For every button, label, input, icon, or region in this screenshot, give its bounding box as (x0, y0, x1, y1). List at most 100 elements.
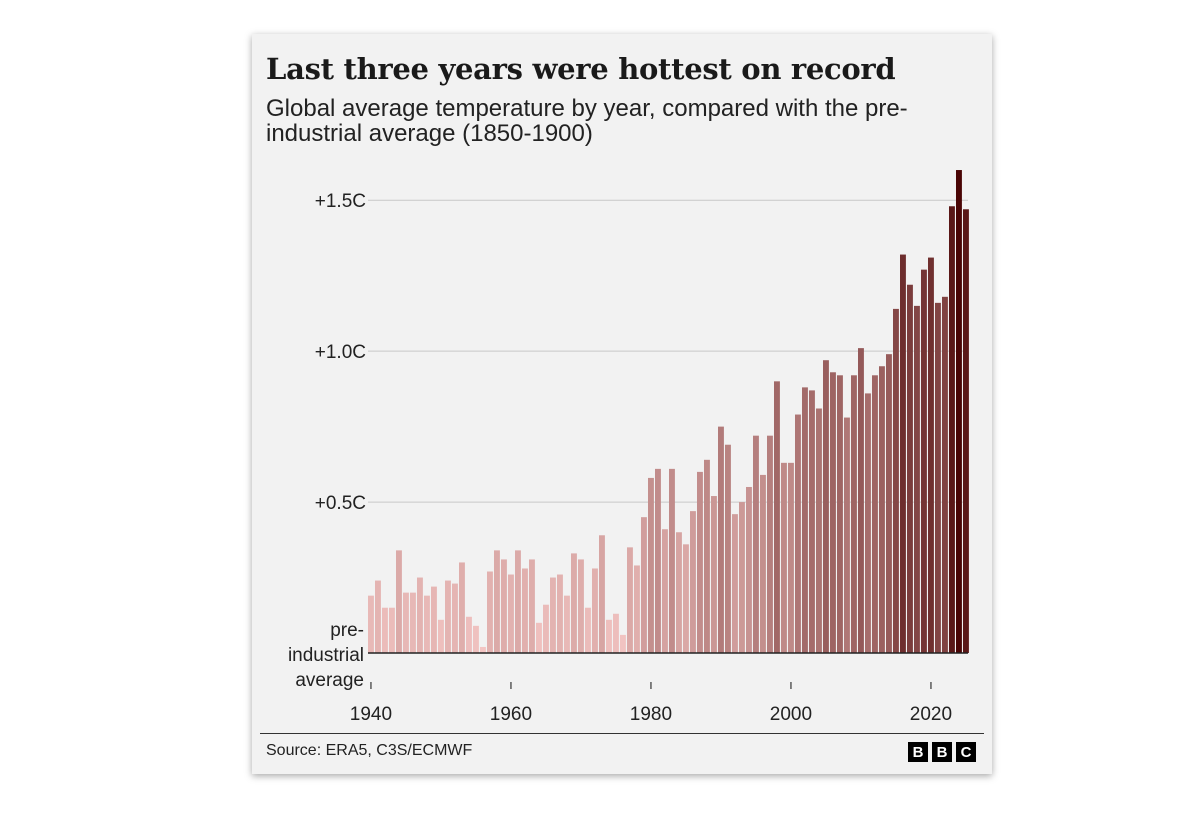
bar (480, 646, 486, 653)
bar (795, 414, 801, 653)
x-tick-label: 2020 (910, 704, 952, 725)
x-tick-label: 1940 (350, 704, 392, 725)
bar (823, 360, 829, 653)
bar (858, 348, 864, 653)
bar (634, 565, 640, 653)
bar (837, 375, 843, 653)
bar (592, 568, 598, 653)
bar (914, 305, 920, 653)
bar (921, 269, 927, 653)
bar (753, 435, 759, 653)
baseline-label: pre-industrial average (288, 620, 364, 691)
bar (599, 535, 605, 653)
bar (445, 580, 451, 653)
bar (585, 607, 591, 653)
bar (536, 622, 542, 653)
chart-title: Last three years were hottest on record (266, 52, 896, 86)
bar (655, 468, 661, 653)
bar (900, 254, 906, 654)
bar (487, 571, 493, 653)
bar (438, 619, 444, 653)
chart-card: Last three years were hottest on record … (252, 34, 992, 774)
bar (767, 435, 773, 653)
source-note: Source: ERA5, C3S/ECMWF (266, 742, 473, 759)
x-tick-label: 1980 (630, 704, 672, 725)
bar (879, 366, 885, 653)
footer-divider (260, 733, 984, 734)
bar (851, 375, 857, 653)
bar (809, 390, 815, 653)
bar (424, 595, 430, 653)
bar (627, 547, 633, 653)
bar (578, 559, 584, 653)
bar-chart: +1.5C +1.0C +0.5C pre-industrial average 1940… (288, 170, 969, 725)
bar (739, 502, 745, 653)
bar (942, 296, 948, 653)
bar (830, 372, 836, 653)
bar (865, 393, 871, 653)
x-tick-label: 2000 (770, 704, 812, 725)
bar (564, 595, 570, 653)
bar (676, 532, 682, 653)
bar (571, 553, 577, 653)
logo-letter: B (908, 742, 928, 762)
bar (515, 550, 521, 653)
logo-letter: B (932, 742, 952, 762)
bar (473, 625, 479, 653)
bar (459, 562, 465, 653)
bar (431, 586, 437, 653)
logo-letter: C (956, 742, 976, 762)
bbc-logo: B B C (908, 742, 976, 762)
bar (963, 209, 969, 653)
bar (781, 462, 787, 653)
bar (501, 559, 507, 653)
bar (529, 559, 535, 653)
bar (417, 577, 423, 653)
bar (550, 577, 556, 653)
bar (641, 517, 647, 653)
bar (452, 583, 458, 653)
bar (760, 474, 766, 653)
bar (956, 170, 962, 653)
bar (788, 462, 794, 653)
bar (683, 544, 689, 653)
y-tick-label: +1.5C (315, 191, 366, 212)
bar (732, 514, 738, 653)
bar (893, 308, 899, 653)
bar (403, 592, 409, 653)
baseline-label-line: pre- (330, 620, 364, 641)
bar (746, 486, 752, 653)
bar (620, 634, 626, 653)
bar (368, 595, 374, 653)
bar (613, 613, 619, 653)
bar (382, 607, 388, 653)
bar (410, 592, 416, 653)
bar (816, 408, 822, 653)
bar (704, 459, 710, 653)
bar (522, 568, 528, 653)
bar (396, 550, 402, 653)
bar (872, 375, 878, 653)
bar (375, 580, 381, 653)
bar (844, 417, 850, 653)
bar (725, 444, 731, 653)
bar (543, 604, 549, 653)
bar (711, 496, 717, 653)
bar (949, 206, 955, 653)
bar (494, 550, 500, 653)
bar (466, 616, 472, 653)
bar (648, 477, 654, 653)
bar (718, 426, 724, 653)
bar (389, 607, 395, 653)
bar (886, 354, 892, 653)
bar (697, 471, 703, 653)
bar (935, 302, 941, 653)
bar (606, 619, 612, 653)
bar (508, 574, 514, 653)
y-tick-label: +1.0C (315, 342, 366, 363)
baseline-label-line: industrial (288, 645, 364, 666)
bar (928, 257, 934, 653)
y-tick-label: +0.5C (315, 493, 366, 514)
baseline-label-line: average (295, 670, 364, 691)
bar (907, 284, 913, 653)
